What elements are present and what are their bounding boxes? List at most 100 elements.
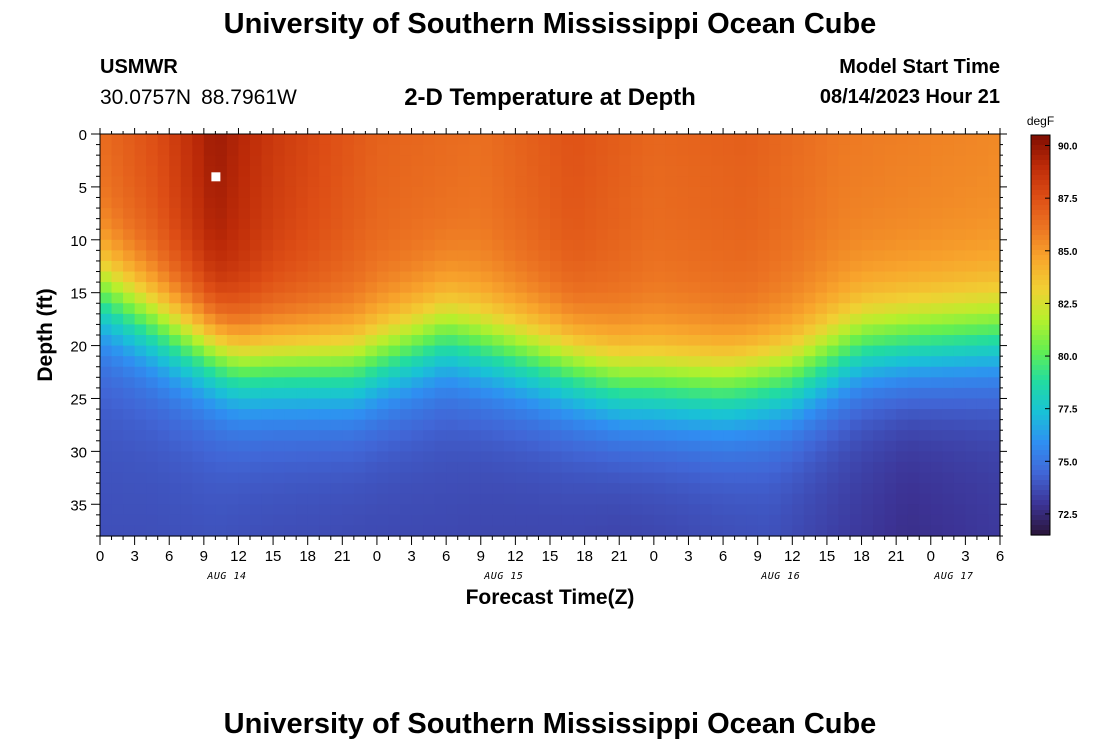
heat-cell [342, 144, 355, 156]
heat-cell [203, 239, 216, 251]
heat-cell [596, 398, 609, 410]
heat-cell [238, 271, 251, 283]
heat-cell [157, 218, 170, 230]
heat-cell [342, 229, 355, 241]
heat-cell [676, 292, 690, 304]
heat-cell [307, 282, 320, 294]
heat-cell [861, 271, 874, 283]
heat-cell [538, 208, 551, 220]
heat-cell [907, 218, 920, 230]
heat-cell [676, 430, 690, 442]
heat-cell [365, 208, 378, 220]
heat-cell [146, 472, 159, 484]
heat-cell [746, 377, 759, 389]
heat-cell [526, 514, 540, 527]
x-tick-label: 18 [299, 548, 316, 565]
heat-cell [607, 525, 620, 537]
heat-cell [826, 440, 840, 452]
heat-cell [642, 229, 655, 241]
heat-cell [665, 514, 678, 527]
heat-cell [134, 197, 147, 209]
heat-cell [642, 440, 655, 452]
heat-cell [353, 134, 366, 146]
heat-cell [711, 514, 724, 527]
heat-cell [838, 377, 851, 389]
heat-cell [550, 366, 563, 378]
heat-cell [273, 292, 286, 304]
heat-cell [457, 461, 470, 474]
heat-cell [319, 324, 332, 336]
heat-cell [215, 483, 228, 495]
heat-cell [676, 239, 690, 251]
heat-cell [826, 165, 840, 177]
heat-cell [203, 208, 216, 220]
heat-cell [307, 324, 320, 336]
heat-cell [896, 282, 909, 294]
heat-cell [457, 282, 470, 294]
heat-cell [723, 313, 736, 326]
heat-cell [619, 186, 632, 199]
colorbar-segment [1031, 400, 1050, 406]
heat-cell [169, 472, 182, 484]
heat-cell [515, 525, 528, 537]
heat-cell [111, 440, 124, 452]
heat-cell [826, 335, 840, 347]
heat-cell [411, 239, 424, 251]
heat-cell [792, 472, 805, 484]
heat-cell [573, 155, 586, 167]
heatmap [100, 134, 1001, 537]
heat-cell [146, 345, 159, 357]
heat-cell [411, 144, 424, 156]
heat-cell [492, 493, 505, 505]
heat-cell [203, 377, 216, 389]
heat-cell [469, 155, 482, 167]
heat-cell [423, 208, 436, 220]
heat-cell [803, 398, 816, 410]
heat-cell [561, 409, 574, 421]
heat-cell [134, 451, 147, 463]
heat-cell [584, 186, 597, 199]
heat-cell [596, 356, 609, 368]
heat-cell [169, 239, 182, 251]
heat-cell [630, 366, 643, 378]
heat-cell [688, 409, 701, 421]
heat-cell [919, 176, 932, 188]
heat-cell [550, 165, 563, 177]
heat-cell [653, 409, 666, 421]
heat-cell [561, 165, 574, 177]
heat-cell [434, 218, 447, 230]
heat-cell [850, 218, 863, 230]
heat-cell [676, 356, 690, 368]
heat-cell [526, 260, 540, 273]
heat-cell [907, 134, 920, 146]
heat-cell [930, 197, 943, 209]
heat-cell [676, 144, 690, 156]
heat-cell [850, 144, 863, 156]
heat-cell [780, 313, 793, 326]
heat-cell [596, 345, 609, 357]
heat-cell [873, 377, 886, 389]
heat-cell [769, 335, 782, 347]
heat-cell [123, 186, 136, 199]
heat-cell [815, 345, 828, 357]
heat-cell [850, 324, 863, 336]
heat-cell [307, 525, 320, 537]
heat-cell [850, 303, 863, 315]
heat-cell [203, 176, 216, 188]
heat-cell [526, 366, 540, 378]
heat-cell [965, 366, 978, 378]
heat-cell [884, 292, 897, 304]
heat-cell [780, 197, 793, 209]
heat-cell [342, 250, 355, 262]
heat-cell [884, 440, 897, 452]
heat-cell [515, 303, 528, 315]
heat-cell [446, 134, 459, 146]
heat-cell [550, 271, 563, 283]
heat-cell [907, 440, 920, 452]
heat-cell [653, 430, 666, 442]
heat-cell [169, 356, 182, 368]
heat-cell [942, 144, 955, 156]
heat-cell [226, 387, 240, 400]
heat-cell [826, 134, 840, 146]
heat-cell [838, 409, 851, 421]
